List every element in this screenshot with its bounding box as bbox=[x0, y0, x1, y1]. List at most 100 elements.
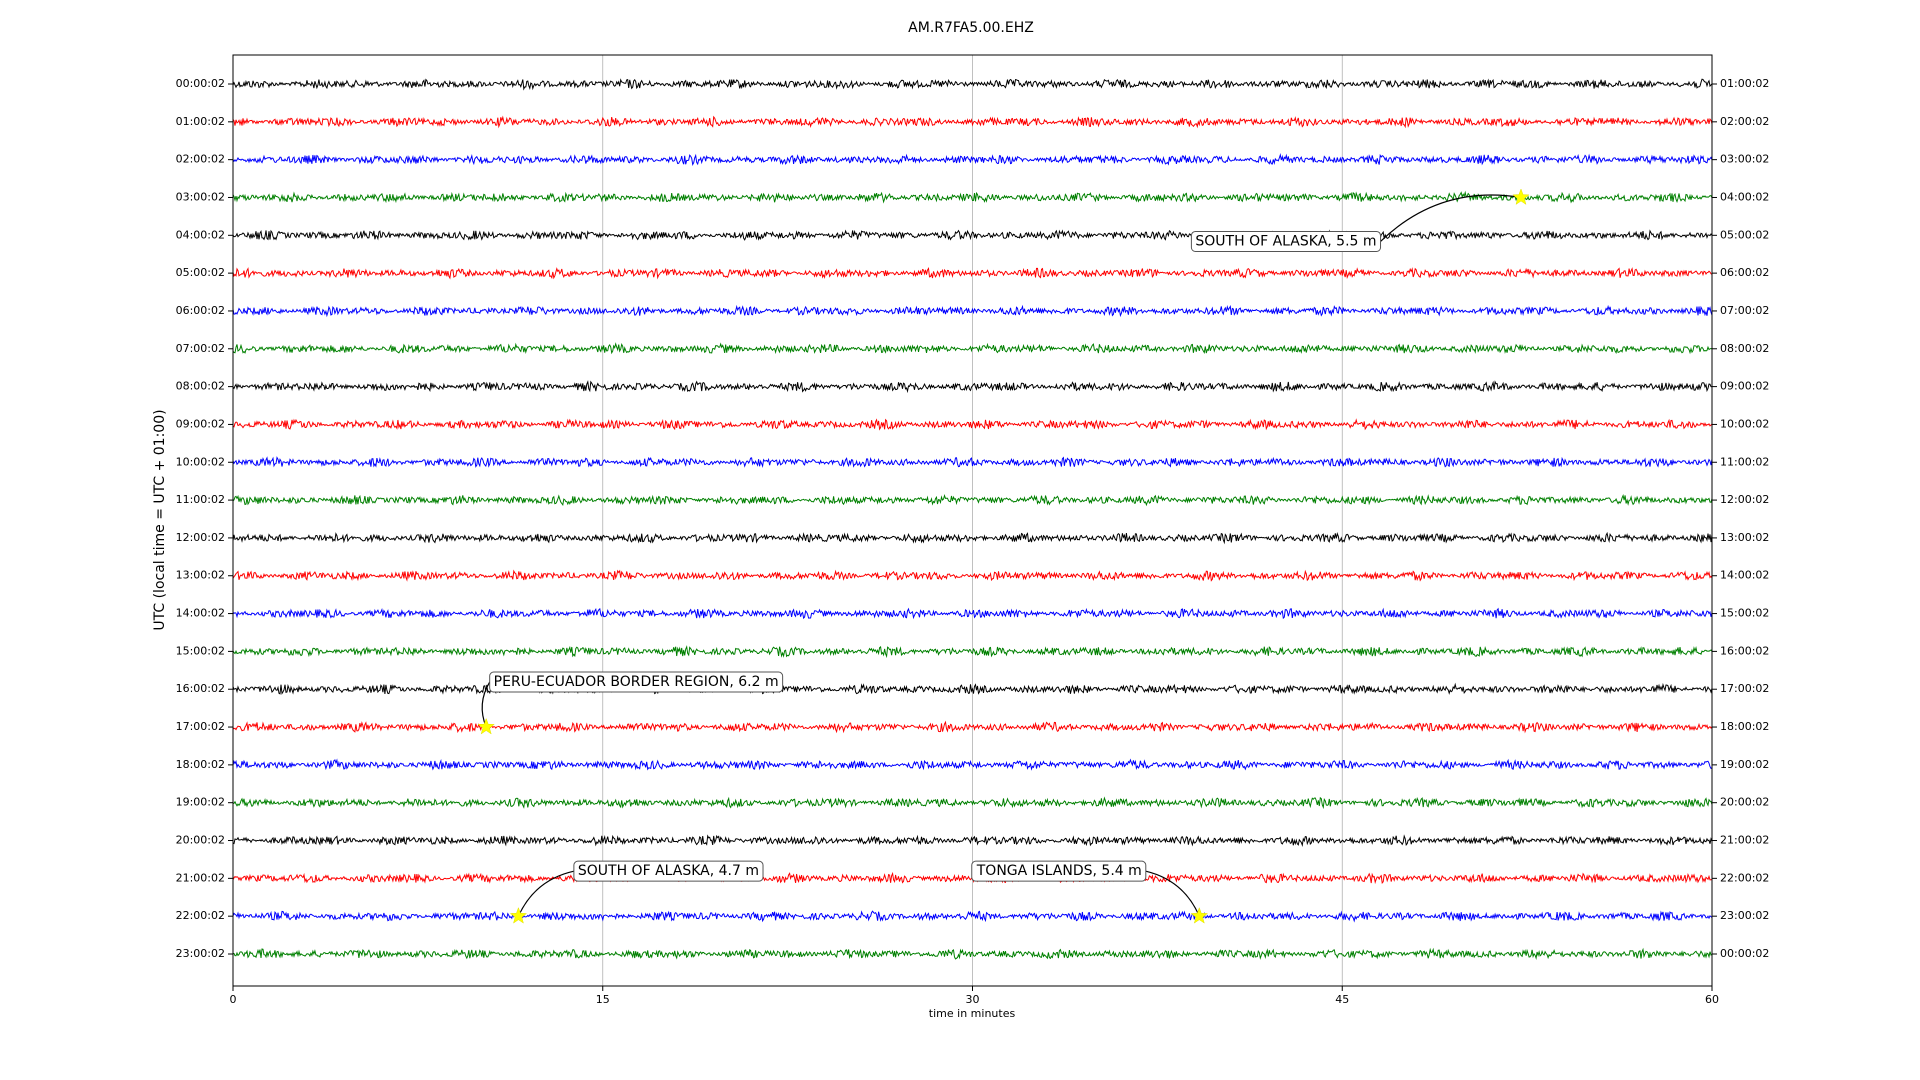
event-label-box bbox=[489, 671, 784, 693]
y-tick-label: 11:00:02 bbox=[176, 493, 225, 506]
y2-tick-label: 19:00:02 bbox=[1720, 758, 1769, 771]
trace bbox=[232, 758, 1713, 771]
y2-tick-label: 04:00:02 bbox=[1720, 190, 1769, 203]
y2-tick-label: 02:00:02 bbox=[1720, 115, 1769, 128]
y2-tick-label: 17:00:02 bbox=[1720, 682, 1769, 695]
event-marker bbox=[477, 717, 495, 735]
x-tick-label: 15 bbox=[596, 993, 610, 1006]
x-tick-label: 60 bbox=[1705, 993, 1719, 1006]
x-tick-label: 45 bbox=[1335, 993, 1349, 1006]
event-label-box bbox=[573, 860, 764, 882]
x-axis-label: time in minutes bbox=[929, 1007, 1016, 1020]
trace bbox=[232, 78, 1713, 91]
y2-tick-label: 15:00:02 bbox=[1720, 607, 1769, 620]
y-tick-label: 14:00:02 bbox=[176, 607, 225, 620]
y2-tick-label: 06:00:02 bbox=[1720, 266, 1769, 279]
y-tick-label: 22:00:02 bbox=[176, 909, 225, 922]
y-tick-label: 20:00:02 bbox=[176, 834, 225, 847]
trace bbox=[232, 645, 1713, 659]
y-tick-label: 15:00:02 bbox=[176, 644, 225, 657]
trace bbox=[232, 569, 1713, 582]
y-tick-label: 03:00:02 bbox=[176, 190, 225, 203]
event-marker bbox=[1512, 188, 1530, 205]
y2-tick-label: 10:00:02 bbox=[1720, 417, 1769, 430]
plot-frame bbox=[232, 54, 1713, 987]
y2-tick-label: 20:00:02 bbox=[1720, 796, 1769, 809]
y2-tick-label: 07:00:02 bbox=[1720, 304, 1769, 317]
y-tick-label: 01:00:02 bbox=[176, 115, 225, 128]
y-tick-label: 10:00:02 bbox=[176, 455, 225, 468]
y2-tick-label: 18:00:02 bbox=[1720, 720, 1769, 733]
event-connector bbox=[517, 870, 575, 917]
trace bbox=[232, 267, 1713, 280]
trace bbox=[232, 229, 1713, 241]
y-tick-label: 02:00:02 bbox=[176, 153, 225, 166]
y-tick-label: 04:00:02 bbox=[176, 228, 225, 241]
y2-tick-label: 01:00:02 bbox=[1720, 77, 1769, 90]
y-tick-label: 00:00:02 bbox=[176, 77, 225, 90]
y2-tick-label: 03:00:02 bbox=[1720, 153, 1769, 166]
trace bbox=[232, 607, 1713, 620]
trace bbox=[232, 720, 1713, 734]
y2-tick-label: 09:00:02 bbox=[1720, 380, 1769, 393]
chart-title: AM.R7FA5.00.EHZ bbox=[908, 20, 1034, 36]
y2-tick-label: 11:00:02 bbox=[1720, 455, 1769, 468]
y2-tick-label: 13:00:02 bbox=[1720, 531, 1769, 544]
y2-tick-label: 12:00:02 bbox=[1720, 493, 1769, 506]
trace bbox=[232, 153, 1713, 167]
y-tick-label: 17:00:02 bbox=[176, 720, 225, 733]
trace bbox=[232, 531, 1713, 545]
y2-tick-label: 16:00:02 bbox=[1720, 644, 1769, 657]
y-tick-label: 18:00:02 bbox=[176, 758, 225, 771]
y-tick-label: 08:00:02 bbox=[176, 380, 225, 393]
y-tick-label: 21:00:02 bbox=[176, 871, 225, 884]
y-tick-label: 05:00:02 bbox=[176, 266, 225, 279]
trace bbox=[232, 834, 1713, 848]
y-tick-label: 09:00:02 bbox=[176, 417, 225, 430]
event-label: SOUTH OF ALASKA, 5.5 m bbox=[1195, 233, 1376, 249]
trace bbox=[232, 682, 1713, 695]
trace bbox=[232, 380, 1713, 394]
trace bbox=[232, 304, 1713, 318]
y2-tick-label: 22:00:02 bbox=[1720, 871, 1769, 884]
event-label: PERU-ECUADOR BORDER REGION, 6.2 m bbox=[494, 674, 779, 690]
event-annotation: SOUTH OF ALASKA, 4.7 m bbox=[517, 860, 764, 917]
event-annotation: SOUTH OF ALASKA, 5.5 m bbox=[1190, 194, 1522, 252]
trace bbox=[233, 947, 1713, 960]
trace bbox=[232, 910, 1713, 923]
event-annotation: PERU-ECUADOR BORDER REGION, 6.2 m bbox=[481, 671, 784, 728]
event-label-box bbox=[1190, 230, 1382, 252]
trace bbox=[232, 418, 1713, 431]
y-tick-label: 13:00:02 bbox=[176, 569, 225, 582]
event-label-box bbox=[971, 860, 1147, 882]
y-tick-label: 07:00:02 bbox=[176, 342, 225, 355]
y-tick-label: 23:00:02 bbox=[176, 947, 225, 960]
event-annotation: TONGA ISLANDS, 5.4 m bbox=[971, 860, 1200, 917]
event-marker bbox=[1190, 906, 1209, 924]
y2-tick-label: 00:00:02 bbox=[1720, 947, 1769, 960]
y-tick-label: 12:00:02 bbox=[176, 531, 225, 544]
event-connector bbox=[1145, 870, 1200, 917]
event-label: SOUTH OF ALASKA, 4.7 m bbox=[578, 863, 759, 879]
y-tick-label: 16:00:02 bbox=[176, 682, 225, 695]
trace bbox=[232, 115, 1713, 129]
trace bbox=[232, 342, 1713, 355]
y2-tick-label: 23:00:02 bbox=[1720, 909, 1769, 922]
y2-tick-label: 05:00:02 bbox=[1720, 228, 1769, 241]
y2-tick-label: 21:00:02 bbox=[1720, 834, 1769, 847]
x-tick-label: 0 bbox=[230, 993, 237, 1006]
event-label: TONGA ISLANDS, 5.4 m bbox=[976, 863, 1142, 879]
event-connector bbox=[1380, 194, 1522, 242]
y2-tick-label: 08:00:02 bbox=[1720, 342, 1769, 355]
trace bbox=[232, 493, 1713, 507]
trace bbox=[232, 190, 1713, 204]
y-axis-label: UTC (local time = UTC + 01:00) bbox=[152, 409, 168, 630]
trace bbox=[232, 456, 1713, 469]
y-tick-label: 06:00:02 bbox=[176, 304, 225, 317]
y-tick-label: 19:00:02 bbox=[176, 796, 225, 809]
x-tick-label: 30 bbox=[966, 993, 980, 1006]
event-marker bbox=[509, 906, 528, 924]
y2-tick-label: 14:00:02 bbox=[1720, 569, 1769, 582]
trace bbox=[232, 796, 1713, 810]
